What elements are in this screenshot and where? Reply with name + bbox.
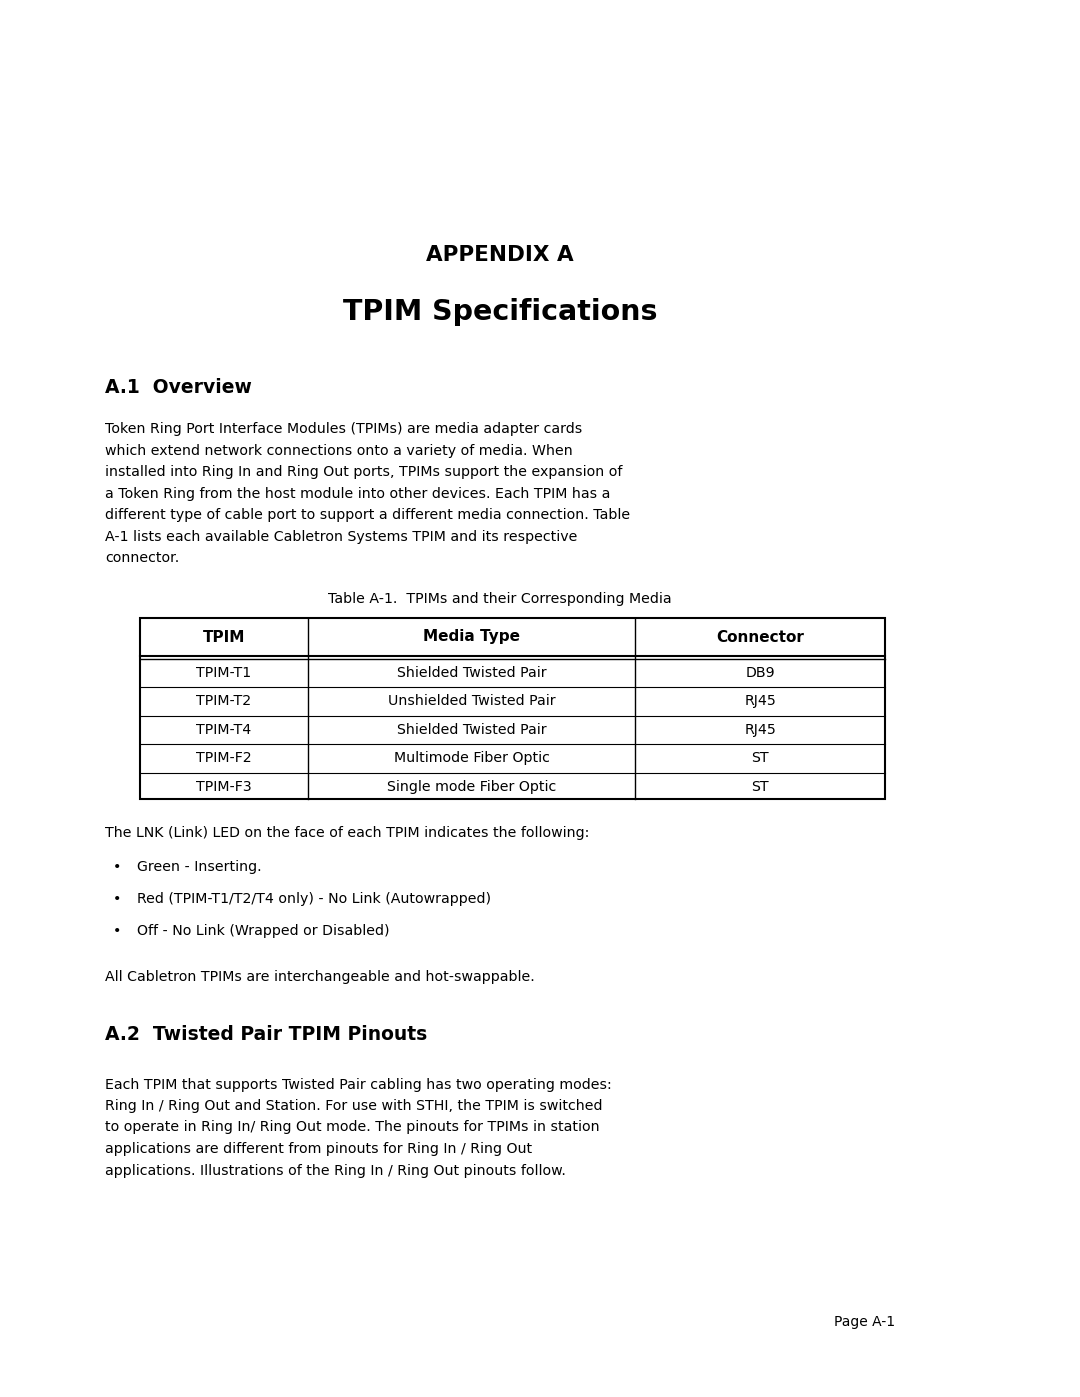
Text: •: • — [112, 923, 121, 937]
Text: applications are different from pinouts for Ring In / Ring Out: applications are different from pinouts … — [105, 1141, 532, 1155]
Text: TPIM-T2: TPIM-T2 — [197, 694, 252, 708]
Text: DB9: DB9 — [745, 666, 775, 680]
Text: All Cabletron TPIMs are interchangeable and hot-swappable.: All Cabletron TPIMs are interchangeable … — [105, 971, 535, 985]
Text: Connector: Connector — [716, 630, 805, 644]
Text: RJ45: RJ45 — [744, 722, 777, 736]
Text: Shielded Twisted Pair: Shielded Twisted Pair — [396, 722, 546, 736]
Text: TPIM-T1: TPIM-T1 — [197, 666, 252, 680]
Text: Table A-1.  TPIMs and their Corresponding Media: Table A-1. TPIMs and their Corresponding… — [328, 592, 672, 606]
Text: The LNK (Link) LED on the face of each TPIM indicates the following:: The LNK (Link) LED on the face of each T… — [105, 827, 590, 841]
Text: Green - Inserting.: Green - Inserting. — [137, 859, 261, 873]
Text: TPIM-T4: TPIM-T4 — [197, 722, 252, 736]
Text: to operate in Ring In/ Ring Out mode. The pinouts for TPIMs in station: to operate in Ring In/ Ring Out mode. Th… — [105, 1120, 599, 1134]
Text: Unshielded Twisted Pair: Unshielded Twisted Pair — [388, 694, 555, 708]
Text: TPIM-F2: TPIM-F2 — [195, 752, 252, 766]
Text: connector.: connector. — [105, 550, 179, 564]
Text: Page A-1: Page A-1 — [834, 1315, 895, 1329]
Text: Token Ring Port Interface Modules (TPIMs) are media adapter cards: Token Ring Port Interface Modules (TPIMs… — [105, 422, 582, 436]
Text: ST: ST — [752, 752, 769, 766]
Text: Each TPIM that supports Twisted Pair cabling has two operating modes:: Each TPIM that supports Twisted Pair cab… — [105, 1077, 611, 1091]
Text: TPIM: TPIM — [203, 630, 245, 644]
Text: TPIM-F3: TPIM-F3 — [195, 780, 252, 793]
Text: Multimode Fiber Optic: Multimode Fiber Optic — [393, 752, 550, 766]
Text: •: • — [112, 891, 121, 905]
Text: installed into Ring In and Ring Out ports, TPIMs support the expansion of: installed into Ring In and Ring Out port… — [105, 465, 622, 479]
Bar — [140, 617, 885, 799]
Text: Shielded Twisted Pair: Shielded Twisted Pair — [396, 666, 546, 680]
Text: •: • — [112, 859, 121, 873]
Text: ST: ST — [752, 780, 769, 793]
Text: Single mode Fiber Optic: Single mode Fiber Optic — [387, 780, 556, 793]
Text: Red (TPIM-T1/T2/T4 only) - No Link (Autowrapped): Red (TPIM-T1/T2/T4 only) - No Link (Auto… — [137, 891, 491, 905]
Text: TPIM Specifications: TPIM Specifications — [342, 298, 658, 326]
Text: A.2  Twisted Pair TPIM Pinouts: A.2 Twisted Pair TPIM Pinouts — [105, 1025, 428, 1045]
Text: A-1 lists each available Cabletron Systems TPIM and its respective: A-1 lists each available Cabletron Syste… — [105, 529, 578, 543]
Text: Off - No Link (Wrapped or Disabled): Off - No Link (Wrapped or Disabled) — [137, 923, 390, 937]
Text: A.1  Overview: A.1 Overview — [105, 379, 252, 397]
Text: which extend network connections onto a variety of media. When: which extend network connections onto a … — [105, 443, 572, 457]
Text: RJ45: RJ45 — [744, 694, 777, 708]
Text: applications. Illustrations of the Ring In / Ring Out pinouts follow.: applications. Illustrations of the Ring … — [105, 1164, 566, 1178]
Text: Ring In / Ring Out and Station. For use with STHI, the TPIM is switched: Ring In / Ring Out and Station. For use … — [105, 1099, 603, 1113]
Text: a Token Ring from the host module into other devices. Each TPIM has a: a Token Ring from the host module into o… — [105, 486, 610, 500]
Text: different type of cable port to support a different media connection. Table: different type of cable port to support … — [105, 509, 630, 522]
Text: APPENDIX A: APPENDIX A — [427, 244, 573, 265]
Text: Media Type: Media Type — [423, 630, 521, 644]
